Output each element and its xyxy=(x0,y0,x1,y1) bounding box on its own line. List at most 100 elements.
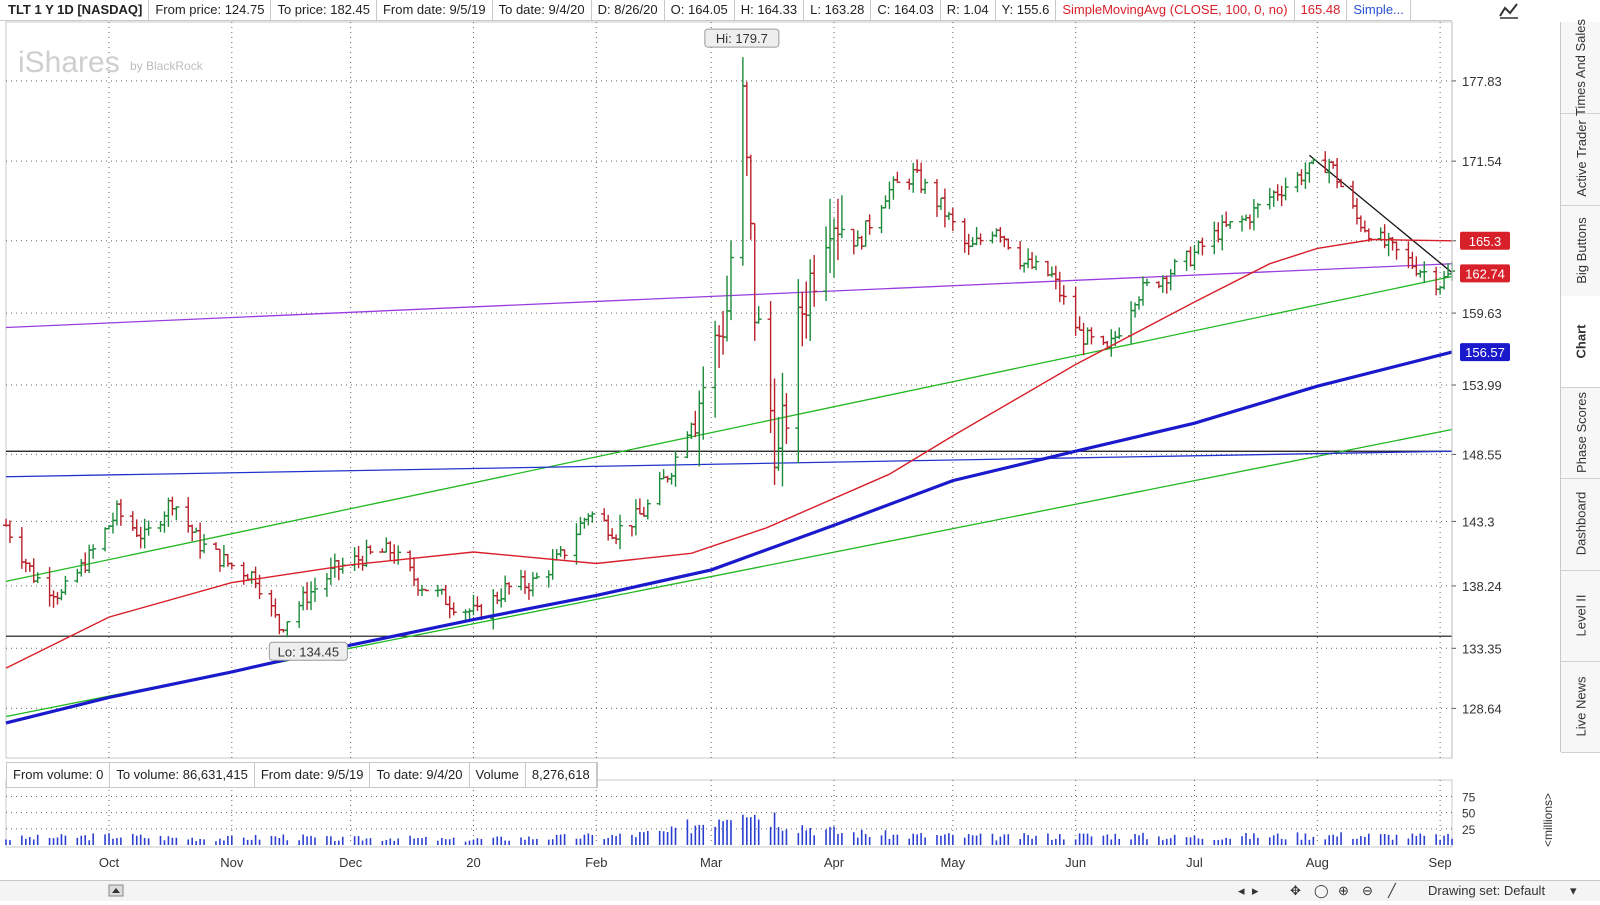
y-tick-label: 133.35 xyxy=(1462,641,1502,656)
ohlc-bar xyxy=(767,301,774,434)
tab-live-news[interactable]: Live News xyxy=(1561,661,1600,753)
ohlc-bar xyxy=(799,291,806,347)
bottom-toolbar: ◂ ▸ ✥ ◯ ⊕ ⊖ ╱ Drawing set: Default ▾ xyxy=(0,880,1600,901)
ohlc-bar xyxy=(696,390,703,467)
y-label: Y: 155.6 xyxy=(996,0,1057,20)
ohlc-bar xyxy=(1421,261,1428,284)
ohlc-bar xyxy=(284,621,291,638)
tab-times-and-sales[interactable]: Times And Sales xyxy=(1561,19,1600,116)
ohlc-bar xyxy=(636,498,643,515)
tab-phase-scores[interactable]: Phase Scores xyxy=(1561,387,1600,480)
ohlc-bar xyxy=(102,527,109,552)
ohlc-bar xyxy=(700,366,707,440)
ohlc-bar xyxy=(1072,286,1079,336)
ohlc-bar xyxy=(1393,241,1400,260)
ohlc-bar xyxy=(1136,296,1143,310)
ohlc-bar xyxy=(387,541,394,561)
ohlc-bar xyxy=(961,218,968,253)
ohlc-bar xyxy=(1080,322,1087,356)
more-studies-label[interactable]: Simple... xyxy=(1347,0,1411,20)
y-tick-label: 148.55 xyxy=(1462,447,1502,462)
ohlc-bar xyxy=(137,526,144,549)
green-trend-upper xyxy=(5,275,1453,582)
volume-unit-label: <millions> xyxy=(1541,793,1555,847)
ohlc-bar xyxy=(355,546,362,569)
drawing-tool-icon[interactable]: ╱ xyxy=(1388,883,1396,898)
ohlc-bar xyxy=(549,549,556,580)
ohlc-bar xyxy=(1139,276,1146,306)
price-badge: 165.3 xyxy=(1469,234,1502,249)
ohlc-bar xyxy=(22,558,29,573)
open-label: O: 164.05 xyxy=(665,0,735,20)
y-tick-label: 153.99 xyxy=(1462,378,1502,393)
tab-chart[interactable]: Chart xyxy=(1561,295,1600,388)
time-axis: Oct Nov Dec 20 Feb Mar Apr May Jun Jul Aug Sep xyxy=(99,855,1452,870)
scroll-right-icon[interactable]: ▸ xyxy=(1252,883,1259,898)
ohlc-bar xyxy=(1183,250,1190,271)
tab-dashboard[interactable]: Dashboard xyxy=(1561,478,1600,571)
scroll-left-icon[interactable]: ◂ xyxy=(1238,883,1245,898)
ohlc-bar xyxy=(74,568,81,583)
ohlc-bar xyxy=(969,237,976,248)
drawing-menu-icon[interactable]: ▾ xyxy=(1570,883,1577,898)
ohlc-bar xyxy=(446,596,453,619)
ohlc-bar xyxy=(276,613,283,635)
ohlc-bar xyxy=(323,572,330,597)
ohlc-bar xyxy=(989,231,996,244)
price-axis: 128.64 133.35 138.24 143.3 148.55 153.99 159.6… xyxy=(1451,22,1502,758)
ohlc-bar xyxy=(720,311,727,355)
ohlc-bar xyxy=(1060,285,1067,305)
ohlc-bar xyxy=(422,588,429,592)
y-tick-label: 138.24 xyxy=(1462,579,1502,594)
collapse-icon[interactable] xyxy=(108,881,124,901)
reset-icon[interactable]: ◯ xyxy=(1314,883,1329,898)
ohlc-bar xyxy=(640,506,647,517)
ohlc-bar xyxy=(1282,177,1289,201)
low-label: L: 163.28 xyxy=(804,0,872,20)
tab-active-trader[interactable]: Active Trader xyxy=(1561,113,1600,206)
y-tick-label: 171.54 xyxy=(1462,154,1502,169)
chart-studies-icon[interactable] xyxy=(1496,0,1522,22)
x-tick-label: Dec xyxy=(339,855,363,870)
purple-trend xyxy=(5,263,1453,329)
ohlc-bar xyxy=(1171,258,1178,276)
ohlc-bar xyxy=(1033,255,1040,271)
ohlc-bar xyxy=(1044,260,1051,277)
volume-pane-border xyxy=(5,779,1453,848)
y-tick-label: 128.64 xyxy=(1462,701,1502,716)
hi-lo-annotations: Hi: 179.7 Lo: 134.45 xyxy=(268,28,780,661)
sma-red-line xyxy=(5,238,1453,669)
ohlc-bar xyxy=(577,516,584,536)
ohlc-bar xyxy=(922,178,929,194)
ohlc-bar xyxy=(1088,327,1095,345)
drawing-set-label[interactable]: Drawing set: Default xyxy=(1428,883,1546,898)
ohlc-bar xyxy=(755,306,762,324)
ohlc-bar xyxy=(533,572,540,580)
price-badge-box xyxy=(1460,264,1510,283)
ohlc-bar xyxy=(244,573,251,580)
ohlc-bar xyxy=(977,233,984,245)
pan-icon[interactable]: ✥ xyxy=(1290,883,1301,898)
ohlc-bar xyxy=(383,537,390,553)
ohlc-bar xyxy=(1357,215,1364,232)
ohlc-bar xyxy=(937,197,944,210)
volume-study-label[interactable]: Volume xyxy=(470,763,526,787)
chart-info-bar: TLT 1 Y 1D [NASDAQ] From price: 124.75 T… xyxy=(0,0,1452,21)
ohlc-bar xyxy=(268,589,275,617)
ohlc-bar xyxy=(462,609,469,621)
ohlc-bar xyxy=(165,497,172,527)
y-tick-label: 143.3 xyxy=(1462,514,1495,529)
ohlc-bar xyxy=(605,514,612,541)
zoom-in-icon[interactable]: ⊕ xyxy=(1338,883,1349,898)
zoom-out-icon[interactable]: ⊖ xyxy=(1362,883,1373,898)
symbol-label[interactable]: TLT 1 Y 1D [NASDAQ] xyxy=(0,0,150,20)
ohlc-bar xyxy=(834,198,841,261)
ohlc-bar xyxy=(1199,237,1206,256)
ohlc-bar xyxy=(965,233,972,255)
sma-study-label[interactable]: SimpleMovingAvg (CLOSE, 100, 0, no) xyxy=(1056,0,1295,20)
x-tick-label: May xyxy=(941,855,966,870)
ohlc-bar xyxy=(78,558,85,577)
tab-level-ii[interactable]: Level II xyxy=(1561,570,1600,662)
